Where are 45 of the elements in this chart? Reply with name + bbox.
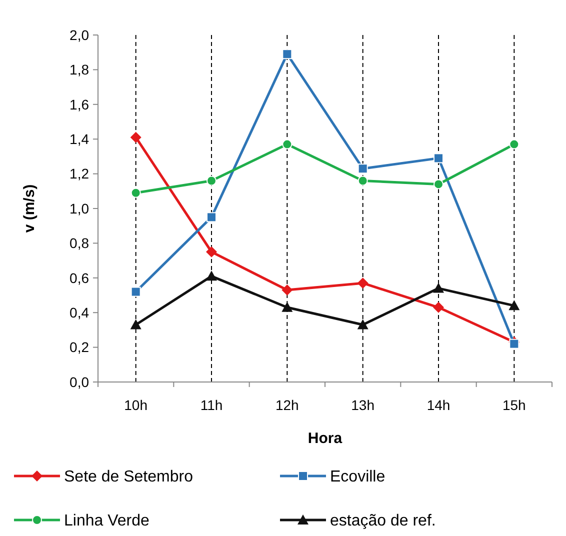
point — [358, 164, 368, 174]
point — [130, 319, 142, 330]
legend-label: Ecoville — [330, 468, 386, 486]
x-axis-title: Hora — [308, 430, 343, 447]
point — [206, 270, 217, 281]
point — [434, 153, 444, 164]
point — [130, 286, 141, 297]
point — [358, 176, 368, 186]
point — [357, 319, 368, 330]
y-tick-label: 0,6 — [70, 270, 90, 286]
point — [433, 282, 444, 293]
point — [357, 278, 368, 289]
y-tick-label: 0,2 — [70, 339, 90, 356]
y-tick-label: 0,0 — [70, 374, 90, 390]
point — [433, 302, 444, 313]
point — [509, 139, 520, 150]
x-tick-label: 13h — [351, 397, 375, 413]
x-tick-label: 14h — [426, 397, 450, 413]
y-tick-label: 1,8 — [70, 62, 90, 78]
y-tick-label: 1,4 — [70, 131, 90, 147]
point — [206, 246, 217, 258]
legend-label: Linha Verde — [64, 512, 150, 530]
point — [508, 300, 520, 310]
point — [130, 188, 141, 198]
y-tick-label: 0,8 — [70, 235, 90, 252]
y-tick-label: 1,6 — [70, 96, 90, 112]
point — [282, 139, 292, 150]
x-tick-label: 12h — [275, 397, 299, 413]
y-tick-label: 1,2 — [70, 166, 90, 182]
point — [130, 132, 142, 143]
x-tick-label: 15h — [502, 397, 526, 413]
point — [282, 284, 293, 296]
y-tick-label: 0,4 — [70, 304, 90, 320]
point — [282, 49, 292, 60]
point — [434, 179, 444, 190]
x-tick-label: 10h — [124, 397, 148, 413]
y-tick-label: 1,0 — [70, 200, 90, 216]
legend-label: estação de ref. — [330, 512, 436, 530]
x-tick-label: 11h — [200, 397, 223, 413]
point — [206, 176, 216, 186]
y-tick-label: 2,0 — [70, 26, 90, 43]
legend-label: Sete de Setembro — [64, 468, 194, 486]
y-axis-title: v (m/s) — [21, 184, 38, 233]
point — [282, 302, 293, 312]
point — [206, 212, 216, 222]
